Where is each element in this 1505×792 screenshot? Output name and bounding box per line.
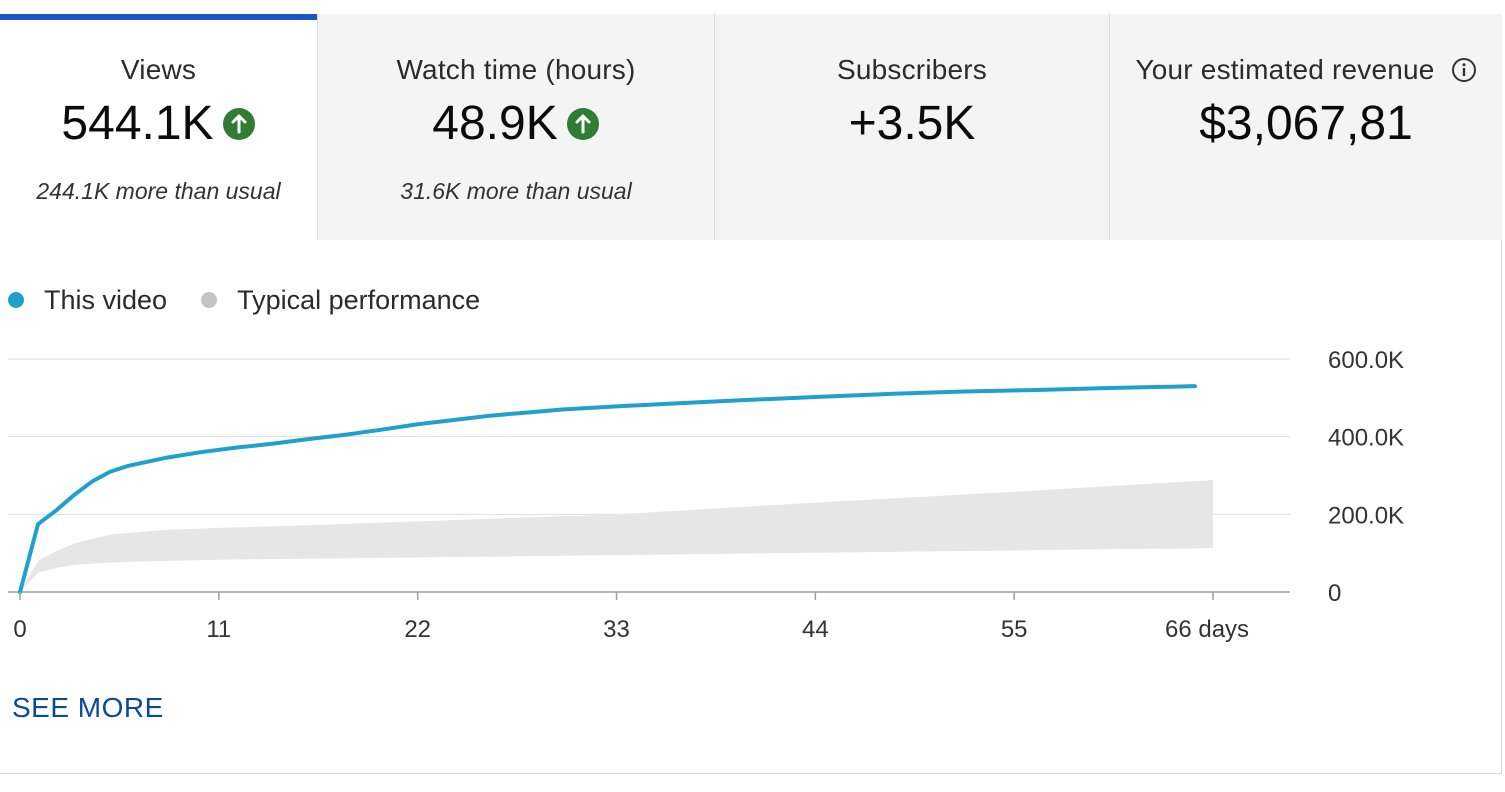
chart-legend: This video Typical performance [8,282,514,318]
x-tick-label: 11 [206,616,231,643]
legend-item-typical-performance: Typical performance [201,285,480,316]
tab-value-row: 544.1K [0,96,317,151]
legend-label: Typical performance [237,284,481,315]
tab-value: 544.1K [61,97,214,150]
x-tick-label: 0 [13,616,26,643]
tab-title: Your estimated revenue [1135,54,1435,85]
tab-note: 244.1K more than usual [36,178,281,204]
legend-dot [8,292,24,308]
y-tick-label: 400.0K [1328,425,1404,452]
analytics-card: Views 544.1K 244.1K more than usual Watc… [0,14,1502,774]
arrow-up-icon [222,107,255,140]
tab-value: $3,067,81 [1199,97,1413,150]
tab-note: 31.6K more than usual [400,178,632,204]
x-tick-label: 44 [802,616,829,643]
tab-value: 48.9K [432,97,558,150]
x-tick-label: 66 days [1165,616,1249,643]
metric-tabs: Views 544.1K 244.1K more than usual Watc… [0,14,1502,240]
see-more-link[interactable]: SEE MORE [12,692,164,723]
this-video-line [18,384,1197,594]
arrow-up-icon [566,107,599,140]
y-tick-label: 200.0K [1328,502,1404,529]
x-tick-label: 55 [1001,616,1028,643]
tab-value: +3.5K [848,97,976,150]
x-tick-label: 22 [404,616,431,643]
legend-item-this-video: This video [8,285,167,316]
tab-subscribers[interactable]: Subscribers +3.5K [714,14,1109,240]
tab-watch-time[interactable]: Watch time (hours) 48.9K 31.6K more than… [317,14,714,240]
typical-performance-band [20,480,1213,592]
tab-value-row: 48.9K [318,96,714,151]
tab-value-row: +3.5K [715,96,1109,151]
x-tick-label: 33 [603,616,630,643]
tab-value-row: $3,067,81 [1110,96,1502,151]
tab-title: Views [120,54,197,85]
active-tab-indicator [0,14,317,20]
tab-title: Subscribers [836,54,988,85]
tab-estimated-revenue[interactable]: Your estimated revenue $3,067,81 [1109,14,1502,240]
views-chart: 0 11 22 33 44 55 66 days 0 200.0K 400.0K 600.0K [8,347,1404,643]
info-icon[interactable] [1451,57,1477,83]
tab-title-row: Your estimated revenue [1110,54,1502,86]
tab-views[interactable]: Views 544.1K 244.1K more than usual [0,14,317,240]
y-tick-label: 600.0K [1328,347,1404,374]
tab-title: Watch time (hours) [396,54,636,85]
y-tick-label: 0 [1328,580,1341,607]
legend-label: This video [44,284,168,315]
legend-dot [201,292,218,308]
